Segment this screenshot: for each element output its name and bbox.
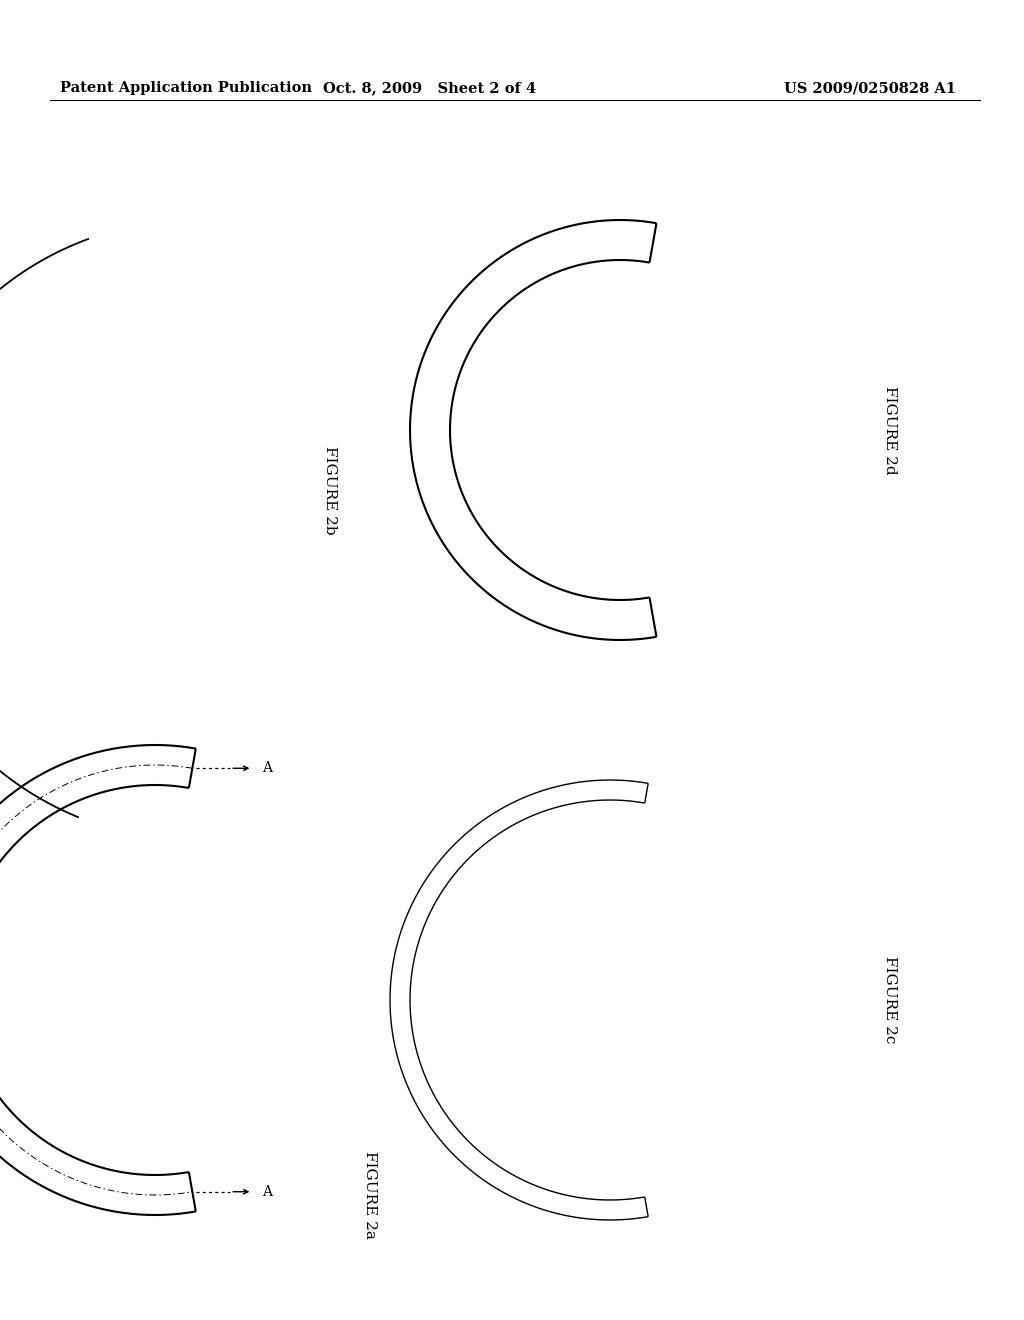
- Text: A: A: [262, 1185, 272, 1199]
- Text: FIGURE 2b: FIGURE 2b: [323, 446, 337, 535]
- Text: FIGURE 2c: FIGURE 2c: [883, 956, 897, 1044]
- Text: FIGURE 2d: FIGURE 2d: [883, 385, 897, 474]
- Text: Patent Application Publication: Patent Application Publication: [60, 81, 312, 95]
- Text: A: A: [262, 762, 272, 775]
- Text: US 2009/0250828 A1: US 2009/0250828 A1: [784, 81, 956, 95]
- Text: Oct. 8, 2009   Sheet 2 of 4: Oct. 8, 2009 Sheet 2 of 4: [324, 81, 537, 95]
- Text: FIGURE 2a: FIGURE 2a: [362, 1151, 377, 1239]
